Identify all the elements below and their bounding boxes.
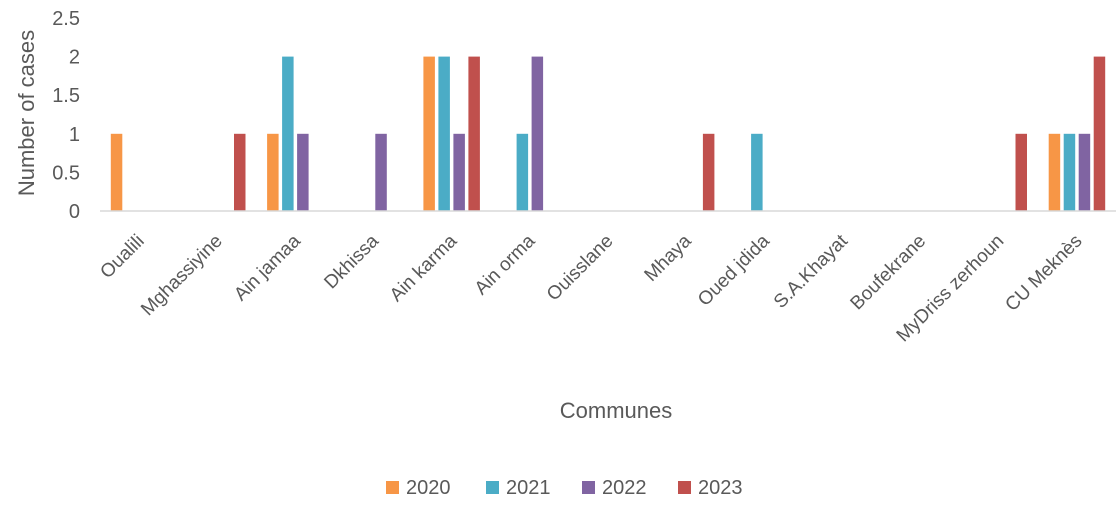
bar-2023-1 — [234, 133, 246, 211]
bar-2022-3 — [375, 133, 387, 211]
legend-swatch-2020 — [386, 481, 399, 494]
x-category-label: Ain jamaa — [230, 230, 305, 305]
y-tick-label: 2 — [69, 47, 80, 69]
y-tick-label: 0 — [69, 201, 80, 223]
y-axis-title: Number of cases — [14, 30, 39, 196]
bar-2021-5 — [516, 133, 529, 211]
legend-label: 2022 — [602, 477, 647, 499]
bar-2021-4 — [438, 56, 450, 211]
bar-2021-8 — [751, 133, 763, 211]
x-category-label: Dkhissa — [320, 230, 383, 293]
legend-label: 2021 — [506, 477, 551, 499]
bar-2021-12 — [1063, 133, 1076, 211]
y-tick-label: 1.5 — [52, 85, 80, 107]
bar-2022-2 — [297, 133, 309, 211]
legend-swatch-2023 — [678, 481, 691, 494]
y-tick-label: 1 — [69, 124, 80, 146]
x-category-label: S.A.Khayat — [770, 230, 853, 313]
bar-2021-2 — [282, 56, 294, 211]
x-category-label: CU Meknès — [1001, 231, 1086, 316]
x-category-label: Oued jdida — [694, 230, 774, 310]
x-category-label: Ain orma — [471, 230, 540, 299]
bar-2020-0 — [110, 133, 123, 211]
bar-2023-7 — [702, 133, 715, 211]
x-category-label: Ain karma — [386, 230, 462, 306]
bar-2023-12 — [1093, 56, 1106, 211]
x-category-label: Mghassiyine — [137, 231, 227, 321]
legend: 2020 2021 2022 2023 — [386, 477, 743, 499]
bar-2020-4 — [423, 56, 435, 211]
bar-2023-4 — [468, 56, 480, 211]
bar-2023-11 — [1015, 133, 1027, 211]
x-category-label: Oualili — [96, 231, 148, 283]
legend-label: 2020 — [406, 477, 451, 499]
x-category-label: Mhaya — [641, 230, 696, 285]
y-tick-label: 0.5 — [52, 162, 80, 184]
bar-2022-5 — [531, 56, 544, 211]
bar-2022-12 — [1078, 133, 1091, 211]
bar-2022-4 — [453, 133, 465, 211]
y-tick-label: 2.5 — [52, 8, 80, 30]
bar-2020-2 — [267, 133, 279, 211]
x-category-label: Ouisslane — [543, 231, 618, 306]
y-axis-ticks: 0 0.5 1 1.5 2 2.5 — [52, 8, 80, 223]
bar-2020-12 — [1048, 133, 1061, 211]
x-category-label: Boufekrane — [847, 231, 931, 315]
legend-label: 2023 — [698, 477, 743, 499]
legend-swatch-2021 — [486, 481, 499, 494]
x-axis-title: Communes — [560, 398, 672, 423]
legend-swatch-2022 — [582, 481, 595, 494]
bars — [110, 56, 1106, 211]
